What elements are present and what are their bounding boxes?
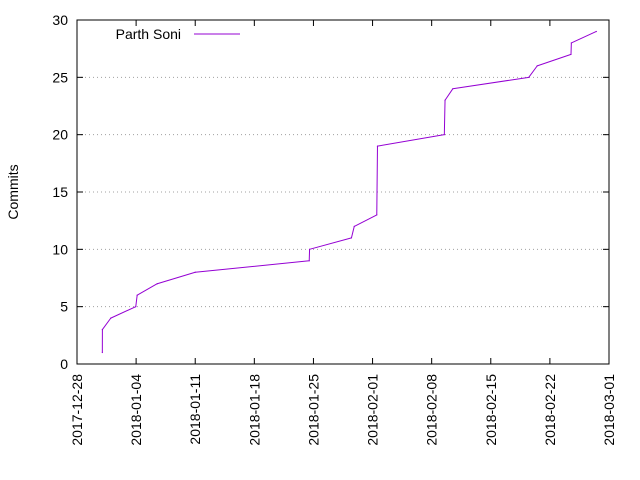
data-point [376, 145, 379, 147]
data-point [101, 351, 103, 354]
y-tick-label: 5 [60, 299, 68, 315]
y-tick-label: 25 [52, 69, 68, 85]
data-point [350, 237, 353, 239]
series-lines [101, 30, 597, 354]
y-tick-label: 10 [52, 241, 68, 257]
x-tick-label: 2018-01-11 [187, 374, 203, 445]
y-axis-label: Commits [5, 164, 21, 219]
data-point [135, 306, 137, 308]
data-point [308, 260, 310, 262]
data-point [156, 283, 158, 285]
data-point [595, 30, 597, 33]
data-point [570, 53, 572, 56]
y-tick-labels: 0 5 10 15 20 25 30 [52, 12, 68, 372]
x-tick-label: 2017-12-28 [69, 374, 85, 446]
data-point [110, 317, 112, 319]
data-point [136, 294, 138, 296]
axis-ticks [76, 19, 610, 365]
data-point [444, 99, 446, 101]
x-tick-label: 2018-02-22 [542, 374, 558, 446]
data-point [528, 76, 530, 78]
x-tick-label: 2018-02-15 [483, 374, 499, 446]
data-point [101, 329, 103, 331]
data-point [536, 65, 538, 67]
x-tick-label: 2018-02-01 [365, 374, 381, 446]
grid-lines [77, 76, 609, 308]
x-tick-label: 2018-01-04 [128, 374, 144, 446]
x-tick-label: 2018-01-25 [305, 374, 321, 446]
data-point [443, 134, 445, 136]
data-point [376, 214, 378, 216]
data-point [194, 271, 196, 273]
y-tick-label: 30 [52, 12, 68, 28]
x-tick-label: 2018-03-01 [601, 374, 617, 446]
data-point [570, 42, 572, 44]
x-tick-label: 2018-02-08 [424, 374, 440, 446]
data-point [452, 88, 454, 90]
y-tick-label: 20 [52, 127, 68, 143]
y-tick-label: 15 [52, 184, 68, 200]
data-point [308, 248, 311, 250]
legend: Parth Soni [116, 26, 240, 42]
x-tick-label: 2018-01-18 [246, 374, 262, 446]
x-tick-labels: 2017-12-28 2018-01-04 2018-01-11 2018-01-18… [69, 374, 617, 446]
legend-label-parth-soni: Parth Soni [116, 26, 181, 42]
data-point [353, 225, 355, 227]
y-tick-label: 0 [60, 356, 68, 372]
